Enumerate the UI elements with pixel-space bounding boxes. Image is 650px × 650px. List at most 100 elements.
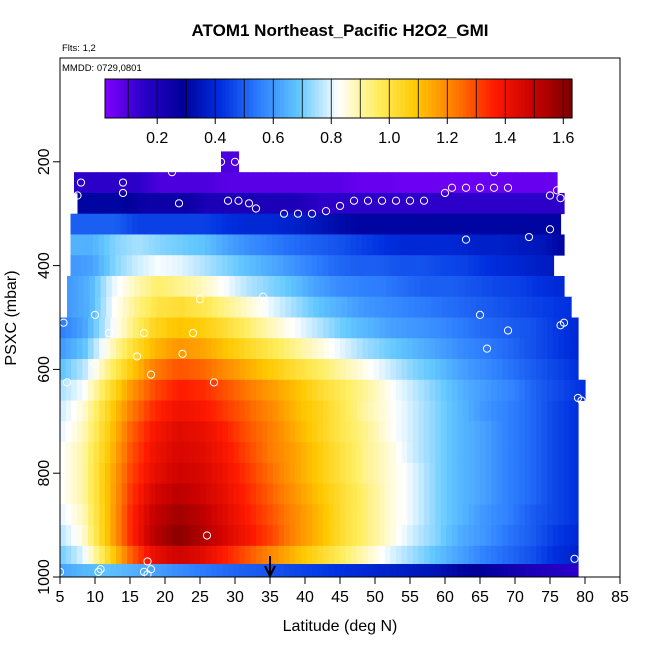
heatmap-cell <box>104 483 111 505</box>
heatmap-cell <box>291 296 298 318</box>
colorbar-swatch <box>377 79 382 118</box>
heatmap-cell <box>133 192 140 215</box>
observation-point <box>209 378 219 387</box>
heatmap-cell <box>264 172 271 194</box>
heatmap-cell <box>564 317 571 339</box>
heatmap-cell <box>452 338 459 360</box>
heatmap-cell <box>431 275 438 298</box>
heatmap-cell <box>487 275 494 298</box>
heatmap-cell <box>295 317 302 339</box>
heatmap-cell <box>261 338 268 360</box>
heatmap-cell <box>79 172 86 194</box>
heatmap-cell <box>244 255 251 277</box>
heatmap-cell <box>222 525 229 547</box>
heatmap-cell <box>496 338 503 360</box>
heatmap-cell <box>546 213 553 235</box>
heatmap-cell <box>457 462 464 484</box>
heatmap-cell <box>155 421 162 443</box>
heatmap-cell <box>396 525 403 547</box>
heatmap-cell <box>99 359 106 381</box>
heatmap-cell <box>323 400 330 422</box>
heatmap-cell <box>347 275 354 298</box>
heatmap-cell <box>407 545 414 565</box>
colorbar-frame <box>104 78 573 119</box>
heatmap-cell <box>183 462 190 484</box>
colorbar-swatch <box>428 79 433 118</box>
heatmap-cell <box>95 275 102 298</box>
heatmap-cell <box>256 525 263 547</box>
heatmap-cell <box>530 504 537 526</box>
heatmap-cell <box>434 234 441 256</box>
y-tick-label: 400 <box>36 252 53 279</box>
colorbar-swatch <box>556 79 561 118</box>
heatmap-cell <box>83 275 90 298</box>
heatmap-cell <box>144 359 151 381</box>
heatmap-cell <box>491 504 498 526</box>
heatmap-cell <box>436 296 443 318</box>
heatmap-cell <box>384 213 391 235</box>
heatmap-cell <box>356 525 363 547</box>
heatmap-cell <box>256 564 263 578</box>
heatmap-cell <box>552 359 559 381</box>
heatmap-cell <box>116 400 123 422</box>
heatmap-cell <box>547 483 554 505</box>
heatmap-cell <box>71 400 78 422</box>
heatmap-cell <box>262 192 269 215</box>
heatmap-cell <box>356 338 363 360</box>
heatmap-cell <box>121 462 128 484</box>
heatmap-cell <box>503 192 510 215</box>
heatmap-cell <box>109 255 116 277</box>
heatmap-cell <box>81 213 88 235</box>
heatmap-cell <box>121 359 128 381</box>
heatmap-cell <box>200 338 207 360</box>
heatmap-cell <box>468 545 475 565</box>
heatmap-cell <box>188 379 195 401</box>
observation-point <box>307 209 317 218</box>
heatmap-cell <box>373 359 380 381</box>
heatmap-cell <box>362 483 369 505</box>
heatmap-cell <box>479 234 486 256</box>
observation-point <box>230 157 240 166</box>
heatmap-cell <box>76 255 83 277</box>
heatmap-cell <box>236 172 243 194</box>
colorbar-swatch <box>120 79 126 118</box>
heatmap-cell <box>277 234 284 256</box>
heatmap-cell <box>547 525 554 547</box>
heatmap-cell <box>477 172 484 194</box>
heatmap-cell <box>279 275 286 298</box>
heatmap-cell <box>531 192 538 215</box>
heatmap-cell <box>316 213 324 235</box>
heatmap-cell <box>323 379 330 401</box>
heatmap-cell <box>373 317 380 339</box>
heatmap-cell <box>60 483 67 505</box>
colorbar-swatch <box>330 79 336 118</box>
heatmap-cell <box>88 545 95 565</box>
heatmap-cell <box>155 483 162 505</box>
heatmap-cell <box>207 296 214 318</box>
heatmap-cell <box>418 442 425 464</box>
heatmap-cell <box>424 359 431 381</box>
heatmap-cell <box>412 255 419 277</box>
heatmap-cell <box>228 442 235 464</box>
heatmap-cell <box>230 172 237 194</box>
heatmap-cell <box>347 296 354 318</box>
heatmap-cell <box>194 564 201 578</box>
heatmap-cell <box>543 275 550 298</box>
heatmap-cell <box>401 338 408 360</box>
heatmap-cell <box>508 400 515 422</box>
heatmap-cell <box>173 275 180 298</box>
heatmap-cell <box>143 213 150 235</box>
heatmap-cell <box>161 192 168 215</box>
heatmap-cell <box>200 462 207 484</box>
heatmap-cell <box>384 421 391 443</box>
heatmap-cell <box>126 234 133 256</box>
observation-point <box>545 191 555 200</box>
heatmap-cell <box>524 359 531 381</box>
heatmap-cell <box>233 483 240 505</box>
colorbar-swatch <box>463 79 468 118</box>
heatmap-cell <box>412 213 419 235</box>
heatmap-cell <box>384 564 391 578</box>
heatmap-cell <box>474 462 481 484</box>
heatmap-cell <box>390 545 397 565</box>
heatmap-cell <box>291 275 298 298</box>
